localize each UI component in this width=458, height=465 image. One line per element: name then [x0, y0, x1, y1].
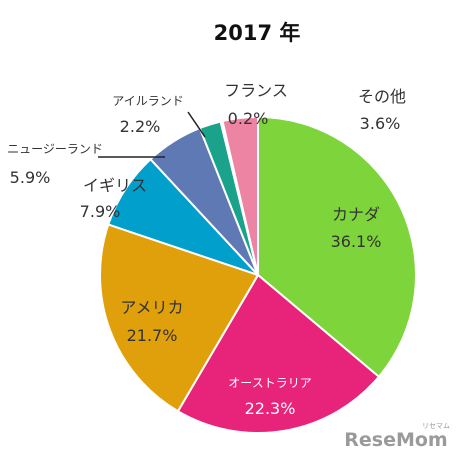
watermark-sub: リセマム	[422, 422, 450, 430]
slice-label: カナダ	[332, 205, 380, 224]
leader-line	[187, 111, 206, 138]
slice-value-label: 5.9%	[10, 168, 51, 187]
slice-label: アイルランド	[112, 94, 183, 108]
slice-value-label: 0.2%	[228, 109, 269, 128]
slice-label: オーストラリア	[228, 376, 311, 390]
slice-label: フランス	[224, 81, 288, 100]
slice-value-label: 36.1%	[331, 232, 382, 251]
pie-slice	[221, 115, 259, 276]
slice-label: イギリス	[83, 176, 147, 195]
watermark-logo: ReseMom リセマム	[344, 422, 450, 451]
pie-slices	[99, 115, 417, 434]
slice-value-label: 7.9%	[80, 202, 121, 221]
slice-label: ニュージーランド	[7, 142, 103, 156]
slice-value-label: 2.2%	[120, 117, 161, 136]
pie-slice	[257, 115, 417, 379]
slice-label: アメリカ	[120, 298, 183, 317]
pie-slice	[99, 223, 260, 413]
slice-value-label: 22.3%	[245, 399, 296, 418]
chart-title: 2017 年	[214, 21, 301, 45]
pie-slice	[176, 273, 381, 434]
leader-lines	[98, 111, 206, 158]
slice-labels: カナダ 36.1% オーストラリア 22.3% アメリカ 21.7% イギリス 7.9% ニュー…	[7, 81, 406, 418]
watermark-brand: ReseMom	[344, 429, 447, 451]
slice-value-label: 3.6%	[360, 114, 401, 133]
slice-label: その他	[358, 87, 406, 106]
slice-value-label: 21.7%	[127, 326, 178, 345]
